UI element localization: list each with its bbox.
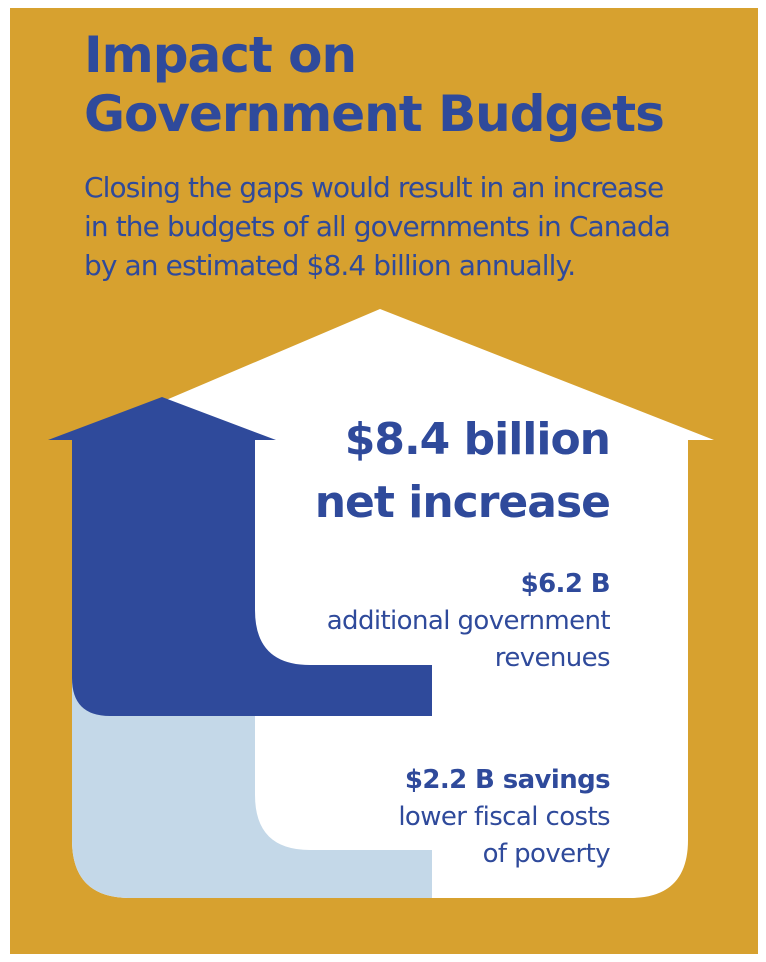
savings-amount: $2.2 B savings	[404, 765, 611, 795]
revenue-desc-line-2: revenues	[494, 643, 611, 673]
title-line-1: Impact on	[84, 26, 357, 84]
net-increase-headline: $8.4 billion net increase	[314, 408, 611, 534]
title-line-2: Government Budgets	[84, 85, 665, 143]
revenue-desc-line-1: additional government	[326, 606, 611, 636]
savings-block: $2.2 B savings lower fiscal costs of pov…	[398, 762, 610, 873]
intro-line-1: Closing the gaps would result in an incr…	[84, 171, 664, 204]
revenue-block: $6.2 B additional government revenues	[326, 566, 611, 677]
revenue-arrow-icon	[48, 397, 432, 716]
headline-amount: $8.4 billion	[344, 414, 611, 465]
revenue-amount: $6.2 B	[520, 569, 611, 599]
intro-line-3: by an estimated $8.4 billion annually.	[84, 249, 576, 282]
intro-line-2: in the budgets of all governments in Can…	[84, 210, 671, 243]
headline-label: net increase	[314, 477, 611, 528]
intro-text: Closing the gaps would result in an incr…	[84, 168, 671, 285]
page-title: Impact on Government Budgets	[84, 26, 665, 144]
savings-desc-line-1: lower fiscal costs	[398, 802, 610, 832]
savings-desc-line-2: of poverty	[482, 839, 611, 869]
